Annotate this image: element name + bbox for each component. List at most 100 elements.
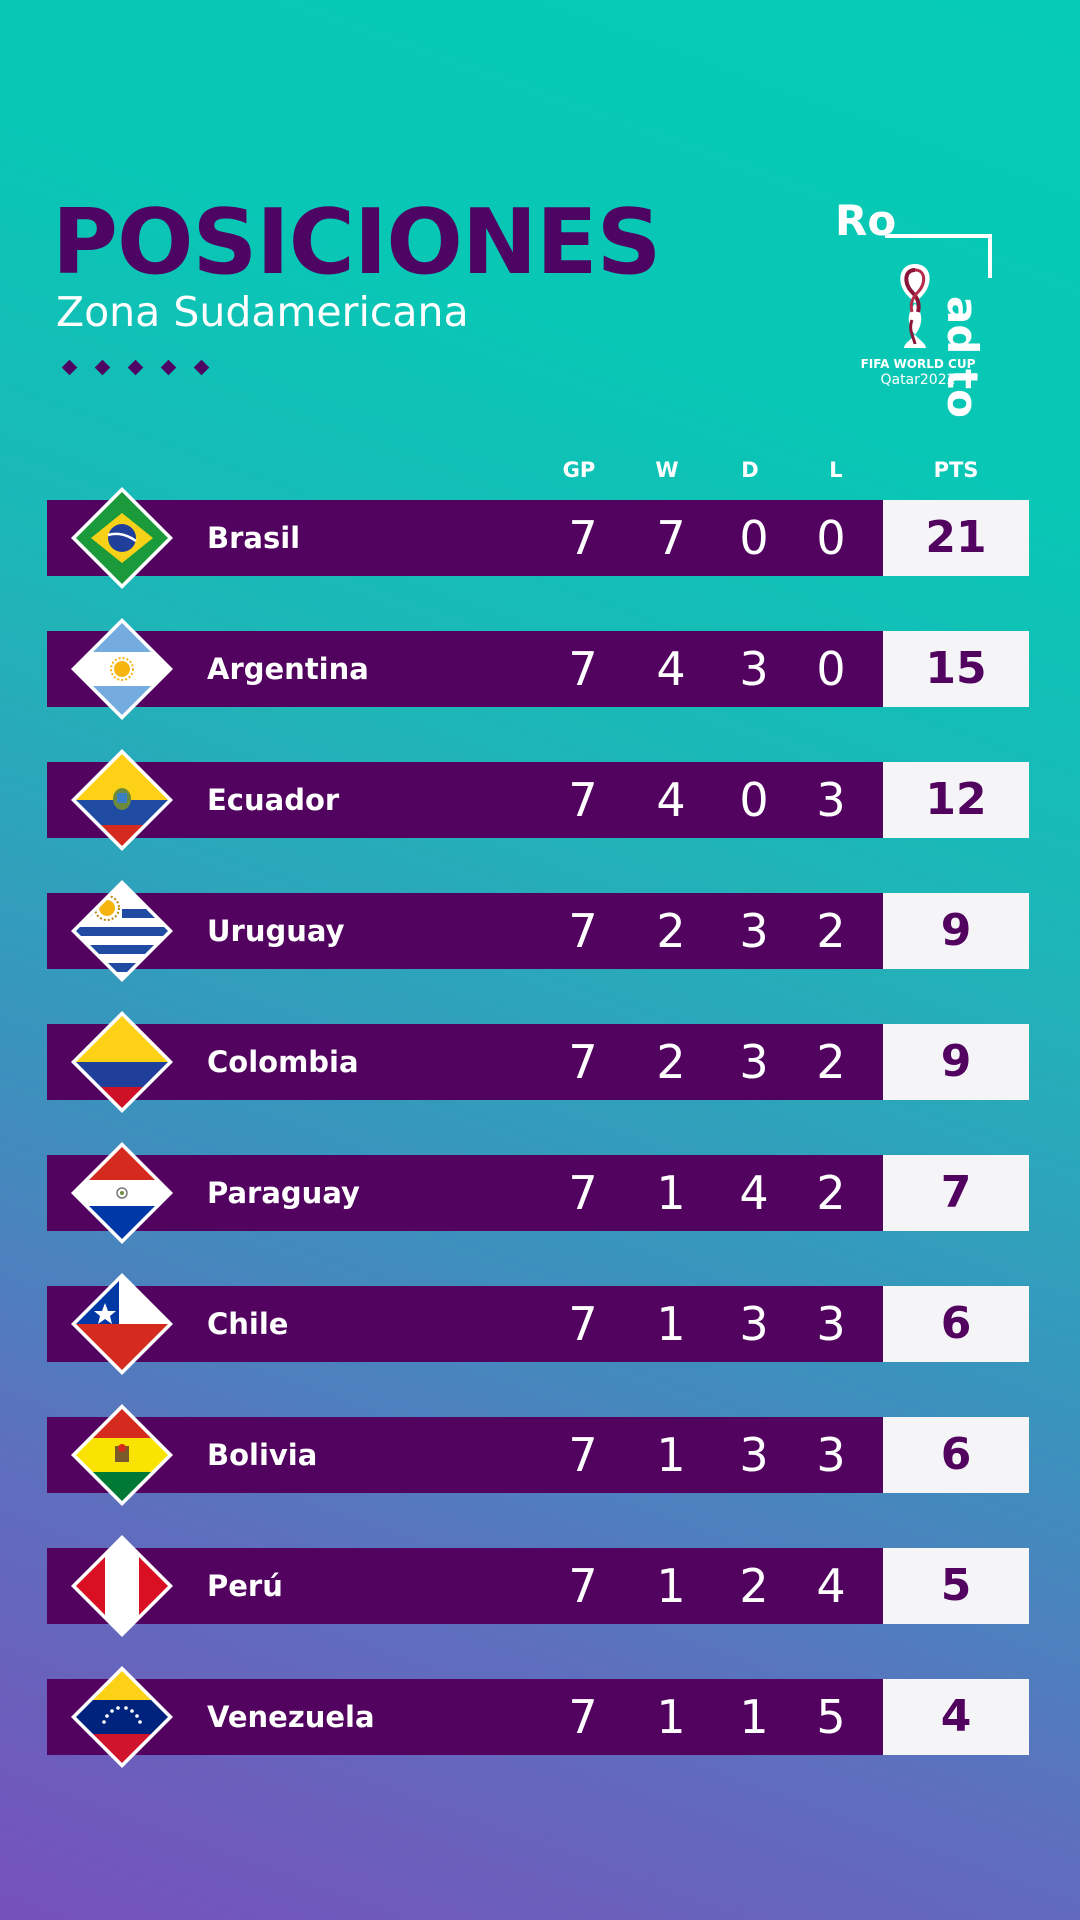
diamond-icon <box>193 359 210 376</box>
row-bar <box>47 1024 883 1100</box>
page-subtitle: Zona Sudamericana <box>56 288 469 336</box>
pts-box <box>883 893 1029 969</box>
column-header-pts: PTS <box>933 458 979 482</box>
cell-d: 3 <box>739 1297 769 1351</box>
cell-gp: 7 <box>568 1428 598 1482</box>
cell-d: 3 <box>739 1035 769 1089</box>
cell-l: 4 <box>816 1559 846 1613</box>
cell-w: 1 <box>656 1166 686 1220</box>
table-row: Venezuela 7 1 1 5 4 <box>47 1666 1029 1768</box>
pts-box <box>883 631 1029 707</box>
team-name: Bolivia <box>207 1438 318 1472</box>
cell-gp: 7 <box>568 1035 598 1089</box>
cell-pts: 9 <box>940 905 972 956</box>
cell-d: 3 <box>739 904 769 958</box>
cell-w: 4 <box>656 773 686 827</box>
uruguay-flag-icon <box>71 880 173 982</box>
diamond-icon <box>127 359 144 376</box>
team-name: Brasil <box>207 521 301 555</box>
cell-d: 1 <box>739 1690 769 1744</box>
cell-l: 3 <box>816 773 846 827</box>
cell-l: 2 <box>816 904 846 958</box>
logo-line1: FIFA WORLD CUP <box>860 357 976 371</box>
column-header-w: W <box>655 458 679 482</box>
team-name: Ecuador <box>207 783 340 817</box>
column-header-d: D <box>741 458 759 482</box>
row-bar <box>47 1548 883 1624</box>
logo-line2: Qatar2022 <box>880 372 956 388</box>
row-bar <box>47 762 883 838</box>
cell-d: 3 <box>739 642 769 696</box>
cell-gp: 7 <box>568 1690 598 1744</box>
team-name: Chile <box>207 1307 289 1341</box>
world-cup-emblem-icon <box>900 264 930 348</box>
table-row: Uruguay 7 2 3 2 9 <box>47 880 1029 982</box>
cell-gp: 7 <box>568 1166 598 1220</box>
cell-d: 0 <box>739 773 769 827</box>
cell-l: 5 <box>816 1690 846 1744</box>
row-bar <box>47 500 883 576</box>
ecuador-flag-icon <box>71 749 173 851</box>
peru-flag-icon <box>71 1535 173 1637</box>
table-row: Chile 7 1 3 3 6 <box>47 1273 1029 1375</box>
chile-flag-icon <box>71 1273 173 1375</box>
brazil-flag-icon <box>71 487 173 589</box>
cell-w: 2 <box>656 904 686 958</box>
cell-gp: 7 <box>568 773 598 827</box>
row-bar <box>47 893 883 969</box>
cell-w: 2 <box>656 1035 686 1089</box>
pts-box <box>883 1548 1029 1624</box>
table-row: Brasil 7 7 0 0 21 <box>47 487 1029 589</box>
diamond-icon <box>61 359 78 376</box>
cell-gp: 7 <box>568 642 598 696</box>
pts-box <box>883 1417 1029 1493</box>
pts-box <box>883 500 1029 576</box>
diamond-icon <box>94 359 111 376</box>
cell-w: 1 <box>656 1559 686 1613</box>
team-name: Colombia <box>207 1045 359 1079</box>
cell-gp: 7 <box>568 511 598 565</box>
row-bar <box>47 1679 883 1755</box>
cell-d: 0 <box>739 511 769 565</box>
argentina-flag-icon <box>71 618 173 720</box>
cell-d: 4 <box>739 1166 769 1220</box>
cell-w: 1 <box>656 1428 686 1482</box>
page-title: POSICIONES <box>52 190 661 295</box>
table-row: Bolivia 7 1 3 3 6 <box>47 1404 1029 1506</box>
colombia-flag-icon <box>71 1011 173 1113</box>
row-bar <box>47 1155 883 1231</box>
team-name: Uruguay <box>207 914 345 948</box>
cell-w: 1 <box>656 1690 686 1744</box>
venezuela-flag-icon <box>71 1666 173 1768</box>
table-row: Colombia 7 2 3 2 9 <box>47 1011 1029 1113</box>
cell-pts: 7 <box>940 1167 972 1218</box>
table-row: Perú 7 1 2 4 5 <box>47 1535 1029 1637</box>
cell-d: 2 <box>739 1559 769 1613</box>
team-name: Perú <box>207 1569 283 1603</box>
cell-l: 3 <box>816 1428 846 1482</box>
table-row: Paraguay 7 1 4 2 7 <box>47 1142 1029 1244</box>
cell-gp: 7 <box>568 1297 598 1351</box>
cell-pts: 6 <box>940 1429 972 1480</box>
paraguay-flag-icon <box>71 1142 173 1244</box>
table-row: Argentina 7 4 3 0 15 <box>47 618 1029 720</box>
team-name: Argentina <box>207 652 369 686</box>
pts-box <box>883 762 1029 838</box>
team-name: Venezuela <box>207 1700 375 1734</box>
pts-box <box>883 1286 1029 1362</box>
road-line-icon <box>885 234 992 278</box>
cell-pts: 6 <box>940 1298 972 1349</box>
cell-l: 0 <box>816 642 846 696</box>
cell-l: 3 <box>816 1297 846 1351</box>
pts-box <box>883 1679 1029 1755</box>
diamond-icon <box>160 359 177 376</box>
cell-pts: 4 <box>940 1691 972 1742</box>
cell-gp: 7 <box>568 904 598 958</box>
row-bar <box>47 1417 883 1493</box>
team-name: Paraguay <box>207 1176 360 1210</box>
cell-gp: 7 <box>568 1559 598 1613</box>
cell-w: 4 <box>656 642 686 696</box>
pts-box <box>883 1155 1029 1231</box>
cell-w: 1 <box>656 1297 686 1351</box>
cell-l: 2 <box>816 1166 846 1220</box>
